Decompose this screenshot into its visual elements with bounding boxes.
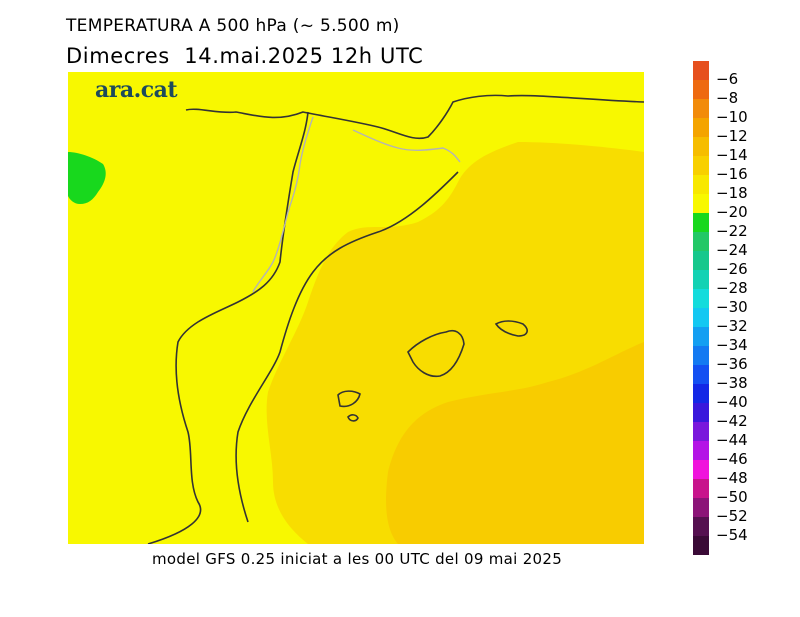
legend-swatch [693,156,709,175]
legend-swatch [693,403,709,422]
map-title: TEMPERATURA A 500 hPa (~ 5.500 m) [66,16,400,36]
legend-swatch [693,384,709,403]
legend-label: −44 [716,431,748,449]
ara-cat-logo: ara.cat [95,77,178,103]
legend-label: −50 [716,488,748,506]
legend-label: −32 [716,317,748,335]
legend-swatch [693,365,709,384]
island-ibiza [337,390,361,408]
field-orange-gold [386,342,644,544]
island-formentera [347,414,359,422]
legend-swatch [693,251,709,270]
legend-swatch [693,270,709,289]
legend-swatch [693,175,709,194]
legend-label: −42 [716,412,748,430]
legend-label: −18 [716,184,748,202]
legend-label: −30 [716,298,748,316]
legend-swatch [693,536,709,555]
legend-label: −46 [716,450,748,468]
legend-label: −28 [716,279,748,297]
boundary-catalonia [252,116,314,293]
legend-swatch [693,308,709,327]
legend-swatch [693,346,709,365]
legend-swatch [693,441,709,460]
legend-label: −36 [716,355,748,373]
legend-label: −16 [716,165,748,183]
legend-label: −52 [716,507,748,525]
model-info: model GFS 0.25 iniciat a les 00 UTC del … [152,550,563,568]
legend-label: −40 [716,393,748,411]
legend-label: −24 [716,241,748,259]
field-green [68,152,106,204]
border-mediterranean-coast [235,171,459,523]
temperature-field [68,72,644,544]
legend-swatch [693,137,709,156]
legend-swatch [693,61,709,80]
legend-label: −12 [716,127,748,145]
boundary-andorra-france [352,129,461,163]
legend-swatch [693,80,709,99]
legend-swatch [693,479,709,498]
border-pyrenees [185,94,644,140]
island-mallorca [407,329,465,378]
legend-label: −38 [716,374,748,392]
legend-label: −14 [716,146,748,164]
legend-swatch [693,289,709,308]
temperature-legend [693,61,709,555]
legend-label: −54 [716,526,748,544]
temperature-map [68,72,644,544]
legend-swatch [693,118,709,137]
legend-label: −20 [716,203,748,221]
legend-swatch [693,422,709,441]
legend-swatch [693,232,709,251]
legend-swatch [693,99,709,118]
legend-swatch [693,517,709,536]
island-menorca [494,320,528,337]
legend-label: −48 [716,469,748,487]
legend-label: −6 [716,70,739,88]
forecast-date: Dimecres 14.mai.2025 12h UTC [66,44,424,68]
legend-label: −8 [716,89,739,107]
legend-swatch [693,327,709,346]
legend-label: −22 [716,222,748,240]
legend-swatch [693,194,709,213]
border-coast [147,111,309,544]
legend-swatch [693,498,709,517]
legend-label: −26 [716,260,748,278]
legend-label: −10 [716,108,748,126]
legend-swatch [693,460,709,479]
legend-swatch [693,213,709,232]
legend-label: −34 [716,336,748,354]
